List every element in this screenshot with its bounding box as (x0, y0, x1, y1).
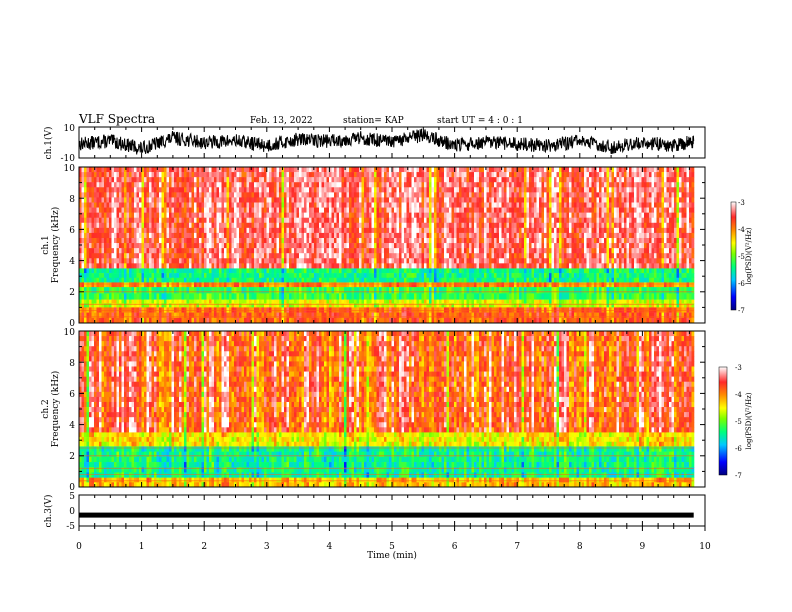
ch1-colorbar: -3 -4 -5 -6 -7 log(PSD)(V²/Hz) (730, 199, 753, 315)
ch1-ytick-top: 10 (64, 124, 76, 134)
time-tick-5: 5 (389, 542, 395, 552)
ch1-ytick-10: 10 (64, 164, 76, 174)
ch1-cbar-tick-m4: -4 (738, 226, 745, 234)
ch1-cbar-tick-m5: -5 (738, 253, 745, 261)
time-tick-1: 1 (139, 542, 145, 552)
ch2-frequency-label: Frequency (kHz) (50, 371, 61, 448)
ch3-waveform-ylabel: ch.3(V) (43, 495, 54, 528)
ch2-cbar-tick-m7: -7 (735, 472, 742, 480)
ch2-colorbar-label: log(PSD)(V²/Hz) (745, 392, 753, 449)
ch1-cbar-tick-m3: -3 (738, 199, 745, 207)
time-tick-3: 3 (264, 542, 270, 552)
ch1-frequency-label: Frequency (kHz) (50, 207, 61, 284)
ch3-waveform-line (79, 512, 694, 518)
ch2-colorbar: -3 -4 -5 -6 -7 log(PSD)(V²/Hz) (718, 364, 753, 480)
ch1-ytick-4: 4 (69, 257, 75, 267)
ch2-spectrogram-panel: 0 2 4 6 8 10 ch.2 Frequency (kHz) (41, 328, 706, 493)
ch2-ytick-2: 2 (69, 452, 75, 462)
ch1-ytick-8: 8 (69, 195, 75, 205)
ch1-colorbar-gradient (730, 201, 737, 311)
date-label: Feb. 13, 2022 (250, 116, 313, 126)
ch2-cbar-tick-m3: -3 (735, 364, 742, 372)
ch1-ytick-6: 6 (69, 226, 75, 236)
ch2-colorbar-gradient (718, 366, 728, 476)
time-tick-7: 7 (514, 542, 520, 552)
ch1-ytick-bottom: -10 (61, 154, 76, 164)
ch2-ytick-8: 8 (69, 359, 75, 369)
time-tick-4: 4 (327, 542, 333, 552)
time-tick-marks (78, 127, 706, 531)
ch2-channel-label: ch.2 (41, 399, 51, 418)
time-tick-0: 0 (76, 542, 82, 552)
ch1-cbar-tick-m6: -6 (738, 280, 745, 288)
ch2-ytick-6: 6 (69, 390, 75, 400)
ch1-cbar-tick-m7: -7 (738, 307, 745, 315)
ch1-waveform-line (78, 128, 695, 155)
time-tick-6: 6 (452, 542, 458, 552)
ch2-cbar-tick-m4: -4 (735, 391, 742, 399)
ch3-waveform-panel: 5 0 -5 ch.3(V) (43, 492, 706, 532)
ch1-waveform-ylabel: ch.1(V) (43, 127, 54, 160)
ch2-ytick-10: 10 (64, 328, 76, 338)
ch3-ytick-0: 0 (69, 507, 75, 517)
time-tick-2: 2 (201, 542, 207, 552)
ch1-waveform-panel: 10 -10 ch.1(V) (43, 124, 706, 164)
ch2-spectrogram-image (79, 331, 695, 488)
ch2-cbar-tick-m6: -6 (735, 445, 742, 453)
station-label: station= KAP (343, 116, 404, 126)
figure-title: VLF Spectra (78, 112, 155, 126)
ch1-channel-label: ch.1 (41, 235, 51, 254)
ch1-ytick-0: 0 (69, 319, 75, 329)
ch1-colorbar-label: log(PSD)(V²/Hz) (745, 227, 753, 284)
ch2-cbar-tick-m5: -5 (735, 418, 742, 426)
ch2-ytick-4: 4 (69, 421, 75, 431)
ch3-ytick-5: 5 (69, 492, 75, 502)
time-axis-label: Time (min) (367, 550, 417, 561)
ch1-ytick-2: 2 (69, 288, 75, 298)
start-time-label: start UT = 4 : 0 : 1 (437, 116, 523, 126)
ch1-spectrogram-image (79, 167, 695, 324)
ch2-ytick-0: 0 (69, 483, 75, 493)
ch1-spectrogram-panel: 0 2 4 6 8 10 ch.1 Frequency (kHz) (41, 164, 706, 329)
time-tick-8: 8 (577, 542, 583, 552)
time-tick-9: 9 (640, 542, 646, 552)
time-tick-10: 10 (699, 542, 711, 552)
time-axis: 0 1 2 3 4 5 6 7 8 9 10 Time (min) (76, 542, 711, 561)
ch3-ytick-minus5: -5 (66, 522, 75, 532)
